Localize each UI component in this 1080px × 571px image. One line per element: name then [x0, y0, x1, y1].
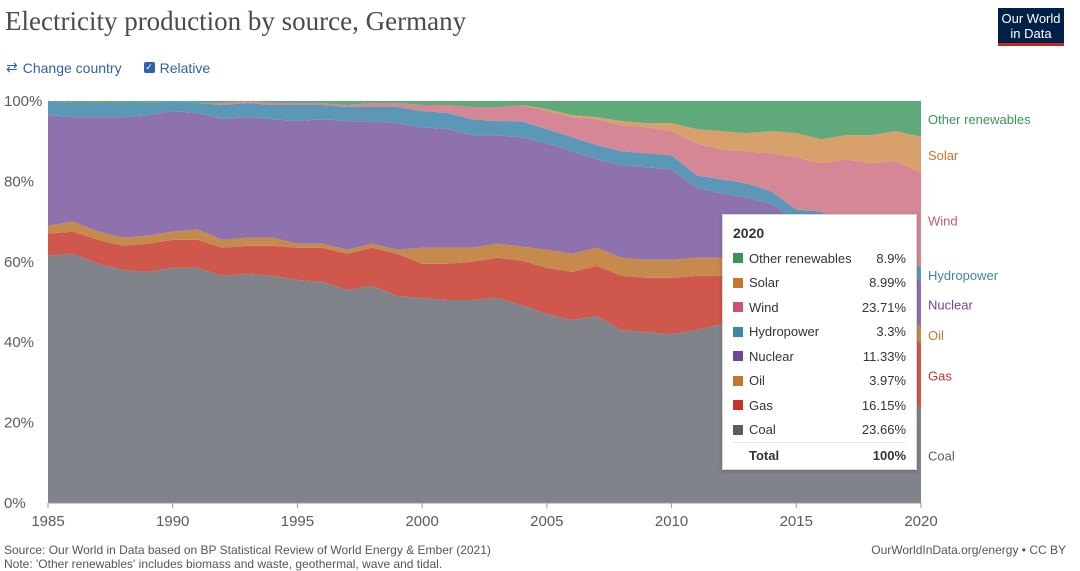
tooltip-row: Gas 16.15%: [733, 393, 906, 418]
tooltip-series-value: 16.15%: [861, 397, 906, 413]
x-tick-label: 1985: [31, 513, 64, 530]
y-tick-label: 80%: [4, 173, 34, 190]
x-tick-label: 2010: [655, 513, 688, 530]
relative-toggle[interactable]: ✓ Relative: [143, 59, 211, 76]
tooltip-row: Wind 23.71%: [733, 295, 906, 320]
tooltip-series-name: Other renewables: [749, 250, 852, 266]
tooltip-series-name: Oil: [749, 373, 765, 389]
tooltip-series-name: Nuclear: [749, 348, 794, 364]
tooltip-year: 2020: [733, 225, 765, 241]
area-hydropower[interactable]: [48, 101, 921, 282]
logo-line-1: Our World: [1001, 11, 1061, 26]
tooltip-swatch: [733, 253, 743, 264]
tooltip-total-value: 100%: [872, 447, 906, 463]
y-tick-label: 60%: [4, 254, 34, 271]
logo-line-2: in Data: [1010, 26, 1052, 41]
chart-controls: ⇄ Change country ✓ Relative: [6, 59, 210, 76]
tooltip-series-name: Solar: [749, 275, 780, 291]
end-labels: Other renewables Solar Wind Hydropower Nucle…: [928, 112, 1031, 464]
tooltip-row: Solar 8.99%: [733, 271, 906, 296]
change-country-button[interactable]: ⇄ Change country: [6, 59, 122, 76]
relative-checkbox[interactable]: ✓: [143, 62, 155, 73]
x-tick-label: 1990: [156, 513, 189, 530]
end-label: Hydropower: [928, 268, 999, 283]
tooltip-series-value: 3.3%: [876, 324, 906, 340]
area-oil[interactable]: [48, 221, 921, 343]
y-tick-label: 20%: [4, 415, 34, 432]
relative-label: Relative: [159, 59, 211, 76]
end-label: Gas: [928, 368, 952, 383]
area-solar[interactable]: [48, 101, 921, 173]
tooltip-swatch: [733, 277, 743, 288]
x-axis: 1985 1990 1995 2000 2005 2010 2015 2020: [31, 502, 938, 530]
tooltip-series-value: 8.99%: [869, 275, 906, 291]
tooltip-row: Other renewables 8.9%: [733, 246, 906, 271]
end-label: Coal: [928, 448, 955, 463]
y-tick-label: 40%: [4, 334, 34, 351]
y-axis: 0% 20% 40% 60% 80% 100%: [4, 93, 42, 512]
tooltip-series-name: Coal: [749, 422, 776, 438]
tooltip-series-value: 23.66%: [861, 422, 906, 438]
area-nuclear[interactable]: [48, 111, 921, 328]
x-tick-label: 1995: [281, 513, 314, 530]
footer-source: Source: Our World in Data based on BP St…: [4, 543, 491, 571]
hover-tooltip: 2020 Other renewables 8.9% Solar 8.99% Wind 2…: [722, 214, 917, 470]
tooltip-series-value: 23.71%: [861, 299, 906, 315]
tooltip-swatch: [733, 424, 743, 435]
tooltip-series-value: 3.97%: [869, 373, 906, 389]
end-label: Oil: [928, 328, 944, 343]
tooltip-series-value: 8.9%: [876, 250, 906, 266]
tooltip-series-name: Gas: [749, 397, 773, 413]
tooltip-row: Hydropower 3.3%: [733, 320, 906, 345]
end-label: Wind: [928, 214, 958, 229]
source-text: Source: Our World in Data based on BP St…: [4, 543, 491, 557]
tooltip-row: Coal 23.66%: [733, 418, 906, 443]
end-label: Nuclear: [928, 297, 973, 312]
note-text: Note: 'Other renewables' includes biomas…: [4, 557, 443, 571]
tooltip-series-name: Hydropower: [749, 324, 820, 340]
tooltip-swatch: [733, 351, 743, 362]
y-tick-label: 0%: [4, 495, 26, 512]
area-series: [48, 101, 921, 503]
y-tick-label: 100%: [4, 93, 42, 110]
area-other-renewables[interactable]: [48, 101, 921, 140]
tooltip-row: Nuclear 11.33%: [733, 344, 906, 369]
footer-license[interactable]: OurWorldInData.org/energy • CC BY: [871, 543, 1066, 557]
tooltip-total-label: Total: [749, 447, 780, 463]
tooltip-series-value: 11.33%: [862, 348, 906, 364]
tooltip-row: Oil 3.97%: [733, 369, 906, 394]
end-label: Other renewables: [928, 112, 1031, 127]
tooltip-swatch: [733, 302, 743, 313]
tooltip-swatch: [733, 400, 743, 411]
swap-arrows-icon: ⇄: [6, 59, 18, 75]
tooltip-swatch: [733, 326, 743, 337]
end-label: Solar: [928, 148, 959, 163]
x-tick-label: 2015: [780, 513, 813, 530]
tooltip-total-row: Total 100%: [733, 442, 906, 468]
tooltip-series-name: Wind: [749, 299, 779, 315]
x-tick-label: 2000: [405, 513, 438, 530]
owid-logo[interactable]: Our World in Data: [998, 8, 1064, 46]
change-country-label: Change country: [22, 59, 122, 76]
x-tick-label: 2005: [530, 513, 563, 530]
x-tick-label: 2020: [904, 513, 937, 530]
chart-title: Electricity production by source, German…: [5, 6, 467, 36]
tooltip-swatch: [733, 375, 743, 386]
area-coal[interactable]: [48, 253, 921, 503]
